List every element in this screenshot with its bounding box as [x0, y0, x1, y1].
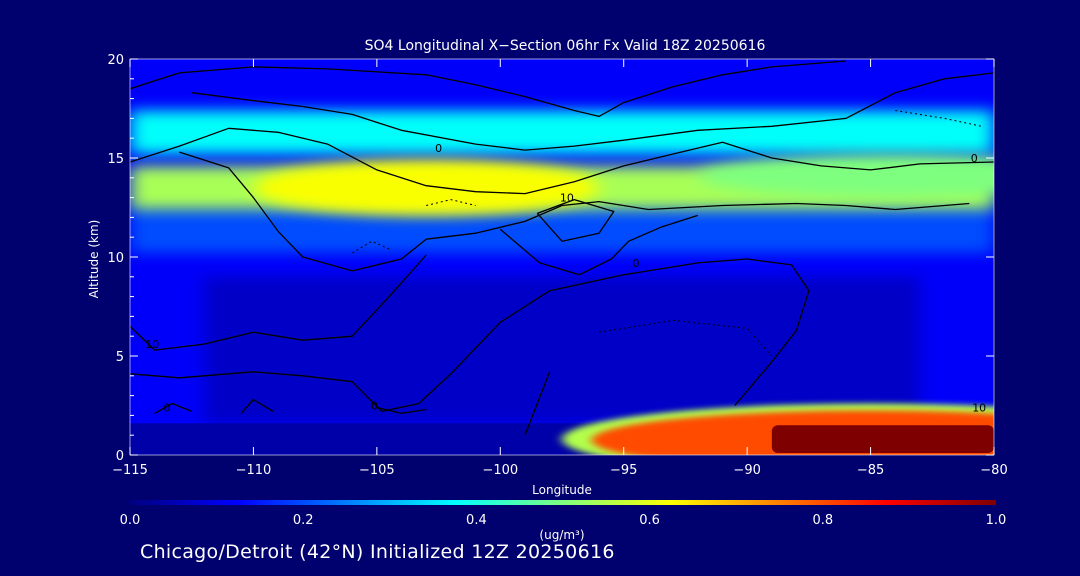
contour-line-10 — [240, 398, 274, 414]
x-tick-label-6: −85 — [857, 463, 884, 478]
colorbar-tick-label-2: 0.4 — [466, 513, 487, 528]
field-upper-layer-east — [697, 154, 994, 198]
concentration-field — [130, 59, 994, 455]
x-tick-label-7: −80 — [980, 463, 1007, 478]
contour-label-6: 0 — [371, 399, 378, 412]
y-tick-label-0: 0 — [116, 449, 124, 464]
contour-line-8 — [130, 258, 810, 413]
plot-area: 0 10 0 10 0 0 0 10 — [130, 59, 994, 455]
x-axis: −115 −110 −105 −100 −95 −90 −85 −80 — [112, 59, 1008, 478]
colorbar-tick-label-3: 0.6 — [639, 513, 660, 528]
contour-line-6 — [499, 214, 698, 276]
x-tick-label-5: −90 — [733, 463, 760, 478]
y-tick-label-2: 10 — [107, 251, 124, 266]
colorbar-units-label: (ug/m³) — [539, 528, 584, 542]
x-tick-label-4: −95 — [610, 463, 637, 478]
contour-line-7 — [130, 254, 427, 351]
y-axis-label: Altitude (km) — [87, 220, 101, 299]
contour-line-11 — [376, 406, 427, 415]
y-tick-label-3: 15 — [107, 152, 124, 167]
contour-label-8: 10 — [972, 401, 986, 414]
x-tick-label-0: −115 — [112, 463, 148, 478]
colorbar-tick-label-5: 1.0 — [986, 513, 1007, 528]
contour-line-3 — [130, 127, 994, 195]
x-axis-label: Longitude — [532, 483, 592, 497]
x-tick-label-1: −110 — [236, 463, 272, 478]
contour-line-1 — [130, 60, 846, 118]
contour-label-5: 0 — [164, 401, 171, 414]
contour-line-2 — [191, 72, 994, 151]
colorbar-strip — [130, 500, 996, 505]
contour-dashed-2 — [426, 199, 476, 206]
x-tick-label-3: −100 — [482, 463, 518, 478]
colorbar: 0.0 0.2 0.4 0.6 0.8 1.0 (ug/m³) — [120, 500, 1007, 542]
contour-labels: 0 10 0 10 0 0 0 10 — [145, 142, 986, 414]
colorbar-tick-label-0: 0.0 — [120, 513, 141, 528]
contour-line-9 — [154, 402, 192, 414]
colorbar-tick-label-1: 0.2 — [293, 513, 314, 528]
contour-label-3: 0 — [971, 152, 978, 165]
contour-dashed-1 — [351, 240, 390, 254]
y-axis: 0 5 10 15 20 — [107, 53, 994, 464]
colorbar-ticks: 0.0 0.2 0.4 0.6 0.8 1.0 — [120, 513, 1007, 528]
contour-lines — [130, 60, 994, 436]
field-upper-layer-peak — [253, 159, 600, 216]
field-plume-core — [771, 425, 994, 454]
field-low-region — [204, 276, 920, 424]
contour-dashed-3 — [895, 110, 982, 127]
footer-caption: Chicago/Detroit (42°N) Initialized 12Z 2… — [140, 541, 615, 563]
contour-line-4 — [179, 151, 970, 272]
y-tick-label-4: 20 — [107, 53, 124, 68]
chart-title: SO4 Longitudinal X−Section 06hr Fx Valid… — [365, 38, 766, 54]
colorbar-tick-label-4: 0.8 — [812, 513, 833, 528]
y-tick-label-1: 5 — [116, 350, 124, 365]
contour-label-7: 0 — [633, 257, 640, 270]
x-tick-label-2: −105 — [359, 463, 395, 478]
contour-label-4: 10 — [145, 338, 159, 351]
contour-line-12 — [524, 371, 551, 436]
field-mid-layer — [130, 201, 994, 254]
contour-label-1: 0 — [435, 142, 442, 155]
contour-label-2: 10 — [560, 192, 574, 205]
contour-line-5 — [536, 198, 615, 242]
